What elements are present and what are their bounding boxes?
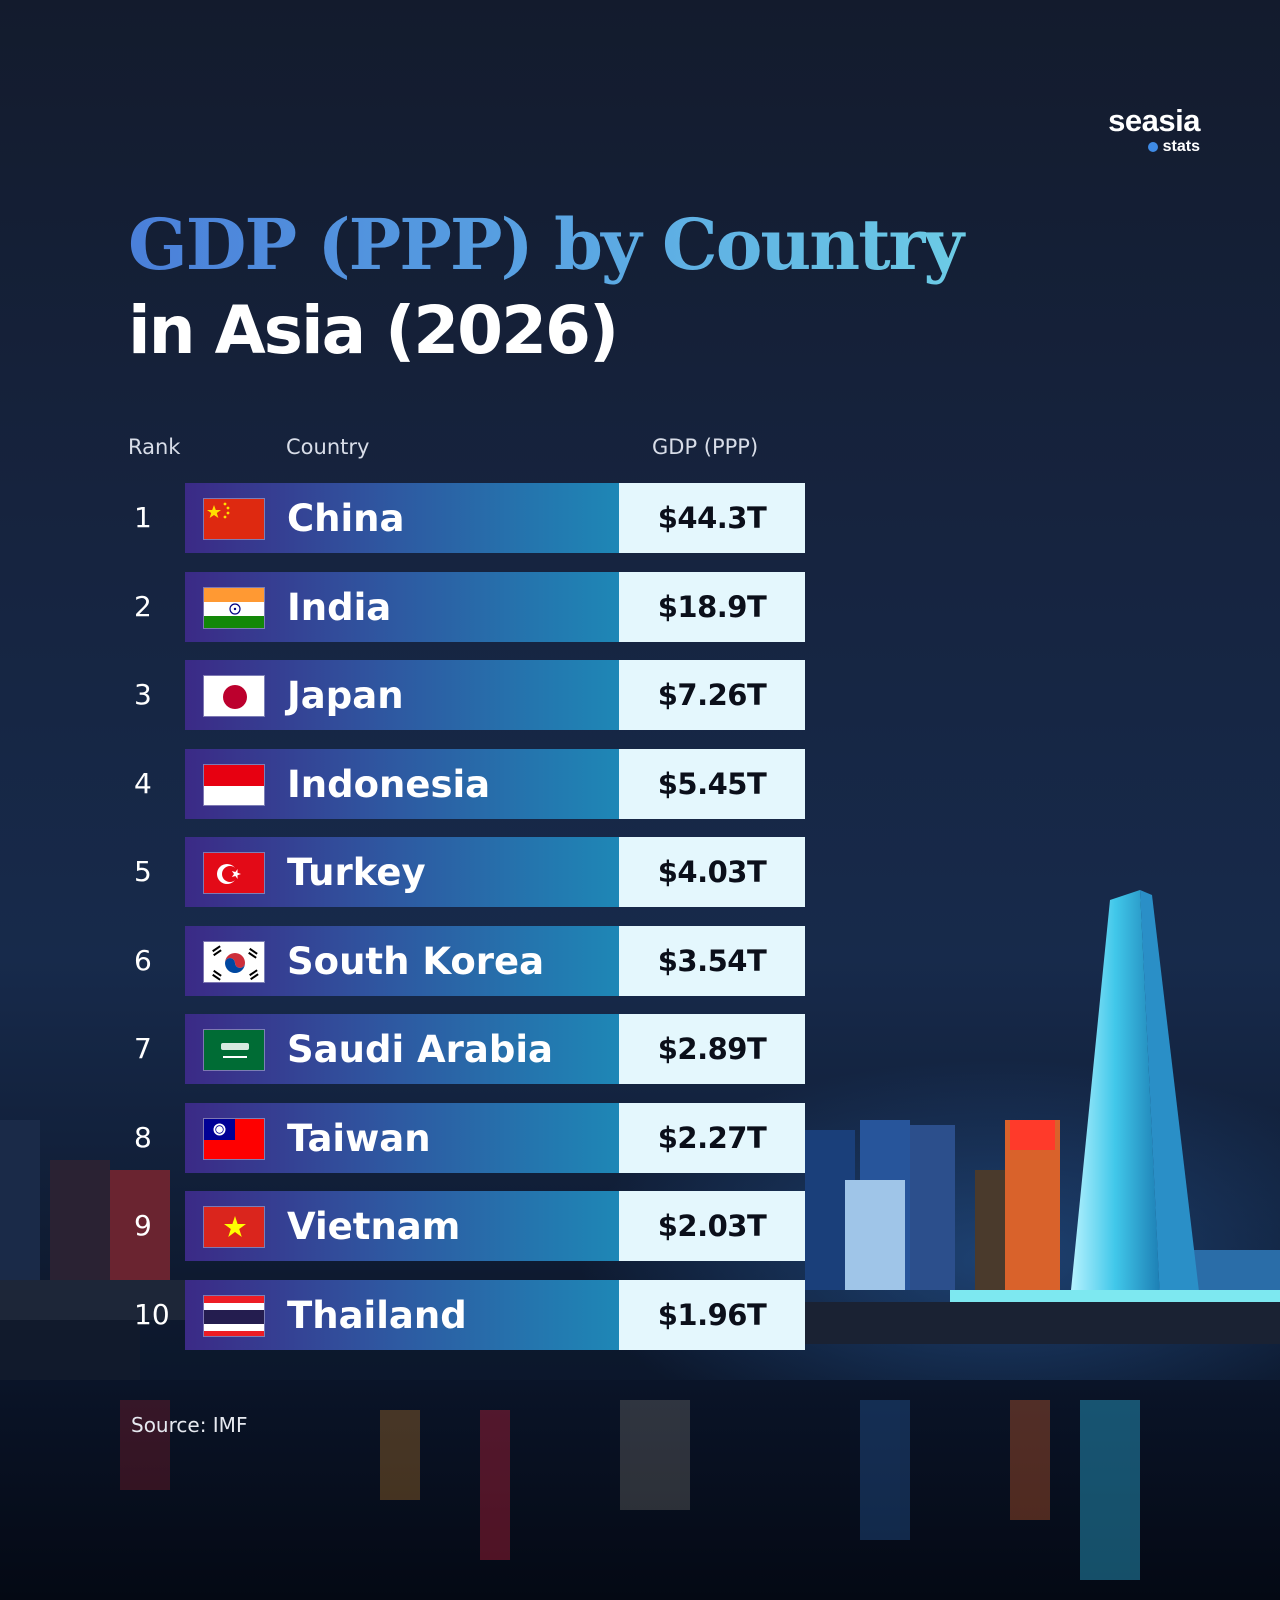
gdp-value-cell: $1.96T: [619, 1280, 805, 1350]
rank-number: 8: [134, 1121, 152, 1154]
rank-number: 2: [134, 590, 152, 623]
title-line-2: in Asia (2026): [128, 292, 619, 369]
logo-subline: stats: [1086, 138, 1200, 156]
gdp-value: $2.89T: [657, 1032, 767, 1066]
gdp-value-cell: $44.3T: [619, 483, 805, 553]
column-header-country: Country: [286, 435, 370, 459]
table-row: 8 Taiwan $2.27T: [0, 1103, 1280, 1173]
gdp-value-cell: $3.54T: [619, 926, 805, 996]
country-bar: Turkey: [185, 837, 619, 907]
gdp-value: $7.26T: [657, 678, 767, 712]
gdp-value-cell: $7.26T: [619, 660, 805, 730]
gdp-value: $1.96T: [657, 1298, 767, 1332]
gdp-value-cell: $2.03T: [619, 1191, 805, 1261]
rank-number: 5: [134, 855, 152, 888]
taiwan-flag-icon: [203, 1118, 265, 1160]
rank-number: 1: [134, 501, 152, 534]
table-row: 2 India $18.9T: [0, 572, 1280, 642]
rank-number: 9: [134, 1209, 152, 1242]
country-name: Saudi Arabia: [287, 1028, 553, 1071]
table-row: 9 Vietnam $2.03T: [0, 1191, 1280, 1261]
rank-number: 7: [134, 1032, 152, 1065]
table-row: 4 Indonesia $5.45T: [0, 749, 1280, 819]
country-bar: Vietnam: [185, 1191, 619, 1261]
rank-number: 3: [134, 678, 152, 711]
table-row: 6 South Korea $3.54T: [0, 926, 1280, 996]
country-name: South Korea: [287, 940, 545, 983]
thailand-flag-icon: [203, 1295, 265, 1337]
country-name: Taiwan: [287, 1117, 431, 1160]
table-row: 10 Thailand $1.96T: [0, 1280, 1280, 1350]
country-bar: India: [185, 572, 619, 642]
gdp-value: $3.54T: [657, 944, 767, 978]
country-bar: Indonesia: [185, 749, 619, 819]
table-row: 7 Saudi Arabia $2.89T: [0, 1014, 1280, 1084]
country-name: Thailand: [287, 1294, 467, 1337]
title-line-1: GDP (PPP) by Country: [128, 200, 1128, 290]
country-bar: Thailand: [185, 1280, 619, 1350]
column-header-rank: Rank: [128, 435, 181, 459]
south-korea-flag-icon: [203, 941, 265, 983]
country-name: Indonesia: [287, 763, 491, 806]
china-flag-icon: [203, 498, 265, 540]
country-bar: China: [185, 483, 619, 553]
rank-number: 10: [134, 1298, 170, 1331]
logo-wordmark: seasia: [1108, 103, 1200, 138]
vietnam-flag-icon: [203, 1206, 265, 1248]
japan-flag-icon: [203, 675, 265, 717]
gdp-value: $44.3T: [657, 501, 767, 535]
table-row: 5 Turkey $4.03T: [0, 837, 1280, 907]
gdp-value-cell: $18.9T: [619, 572, 805, 642]
gdp-value: $4.03T: [657, 855, 767, 889]
seasia-stats-logo: seasia stats: [1086, 104, 1200, 156]
table-row: 3 Japan $7.26T: [0, 660, 1280, 730]
country-bar: Taiwan: [185, 1103, 619, 1173]
gdp-value: $2.03T: [657, 1209, 767, 1243]
country-bar: Saudi Arabia: [185, 1014, 619, 1084]
gdp-value: $2.27T: [657, 1121, 767, 1155]
table-row: 1 China $44.3T: [0, 483, 1280, 553]
gdp-value-cell: $5.45T: [619, 749, 805, 819]
country-name: China: [287, 497, 405, 540]
gdp-value-cell: $4.03T: [619, 837, 805, 907]
country-bar: Japan: [185, 660, 619, 730]
gdp-value: $18.9T: [657, 590, 767, 624]
india-flag-icon: [203, 587, 265, 629]
rank-number: 4: [134, 767, 152, 800]
country-bar: South Korea: [185, 926, 619, 996]
gdp-value-cell: $2.27T: [619, 1103, 805, 1173]
country-name: India: [287, 586, 392, 629]
column-header-gdp: GDP (PPP): [652, 435, 759, 459]
indonesia-flag-icon: [203, 764, 265, 806]
country-name: Vietnam: [287, 1205, 461, 1248]
saudi-arabia-flag-icon: [203, 1029, 265, 1071]
country-name: Turkey: [287, 851, 426, 894]
logo-sub-text: stats: [1162, 138, 1200, 155]
country-name: Japan: [287, 674, 404, 717]
source-note: Source: IMF: [131, 1413, 248, 1437]
turkey-flag-icon: [203, 852, 265, 894]
rank-number: 6: [134, 944, 152, 977]
logo-dot-icon: [1147, 142, 1158, 152]
gdp-value-cell: $2.89T: [619, 1014, 805, 1084]
gdp-value: $5.45T: [657, 767, 767, 801]
